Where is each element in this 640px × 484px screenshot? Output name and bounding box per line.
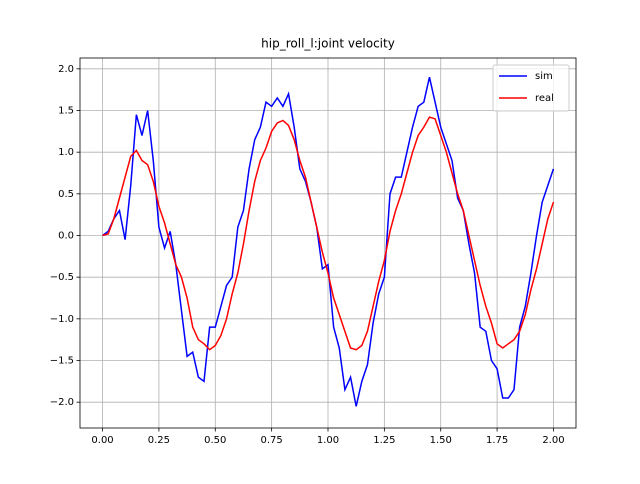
y-tick-label: 1.5 <box>58 106 74 117</box>
x-tick-label: 0.00 <box>91 435 113 446</box>
chart-title: hip_roll_l:joint velocity <box>261 37 395 51</box>
x-tick-label: 0.50 <box>204 435 226 446</box>
y-tick-label: −1.5 <box>50 356 74 367</box>
line-series <box>102 77 555 407</box>
x-tick-label: 2.00 <box>542 435 564 446</box>
legend-label: sim <box>535 71 553 82</box>
x-tick-label: 1.25 <box>373 435 395 446</box>
x-tick-label: 1.50 <box>430 435 452 446</box>
y-tick-label: 0.0 <box>58 231 74 242</box>
y-tick-label: −0.5 <box>50 272 74 283</box>
y-tick-label: −2.0 <box>50 397 74 408</box>
y-tick-label: 2.0 <box>58 64 74 75</box>
x-tick-label: 1.75 <box>486 435 508 446</box>
legend-box <box>492 64 570 112</box>
line-series <box>102 116 555 351</box>
x-tick-label: 0.25 <box>148 435 170 446</box>
x-tick-label: 0.75 <box>261 435 283 446</box>
y-tick-label: 1.0 <box>58 147 74 158</box>
legend-label: real <box>535 93 554 104</box>
y-tick-label: −1.0 <box>50 314 74 325</box>
plot-frame <box>79 57 577 429</box>
x-tick-label: 1.00 <box>317 435 339 446</box>
y-tick-label: 0.5 <box>58 189 74 200</box>
